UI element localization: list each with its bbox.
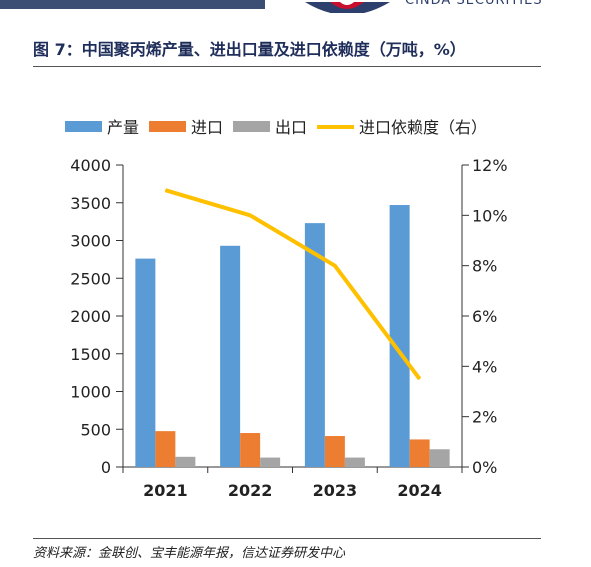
chart-legend: 产量 进口 出口 进口依赖度（右） — [65, 118, 487, 137]
x-axis-tick-label: 2021 — [143, 481, 188, 500]
logo-text: CINDA SECURITIES — [405, 0, 543, 8]
bar-出口-2023 — [344, 457, 365, 467]
legend-label-进口: 进口 — [191, 118, 223, 137]
source-divider — [33, 538, 541, 539]
y-axis-tick-label: 500 — [80, 420, 111, 439]
chart: 产量 进口 出口 进口依赖度（右） 0 500 1000 1500 2000 2500 3000 3… — [0, 100, 591, 510]
line-series-dependency — [164, 188, 422, 381]
line-point-2024 — [419, 378, 421, 380]
bar-产量-2024 — [389, 205, 410, 467]
legend-swatch-出口 — [233, 121, 271, 132]
y-axis-tick-label: 1500 — [70, 345, 111, 364]
figure-title: 图 7：中国聚丙烯产量、进出口量及进口依赖度（万吨，%） — [33, 40, 466, 59]
bar-产量-2021 — [135, 258, 156, 467]
legend-swatch-进口 — [149, 121, 187, 132]
y-axis-tick-label: 2000 — [70, 307, 111, 326]
y2-axis-tick-label: 0% — [472, 458, 497, 477]
bar-进口-2023 — [324, 436, 345, 467]
bar-进口-2021 — [155, 431, 176, 467]
y-axis-tick-label: 1000 — [70, 383, 111, 402]
bar-出口-2021 — [175, 456, 196, 467]
title-divider — [33, 66, 541, 67]
source-note: 资料来源：金联创、宝丰能源年报，信达证券研发中心 — [33, 546, 346, 561]
y2-axis-tick-label: 6% — [472, 307, 497, 326]
bar-进口-2024 — [409, 439, 430, 467]
legend-label-产量: 产量 — [107, 118, 139, 137]
y-axis-tick-label: 4000 — [70, 156, 111, 175]
chart-canvas: 产量 进口 出口 进口依赖度（右） 0 500 1000 1500 2000 2500 3000 3… — [65, 118, 508, 500]
x-axis-tick-label: 2023 — [313, 481, 358, 500]
company-logo — [300, 0, 395, 13]
y2-axis-tick-label: 2% — [472, 408, 497, 427]
bar-产量-2022 — [220, 245, 241, 467]
header-accent-bar — [0, 0, 265, 9]
x-axis-tick-label: 2022 — [228, 481, 273, 500]
bar-产量-2023 — [304, 223, 325, 467]
bar-进口-2022 — [240, 433, 261, 467]
line-point-2021 — [164, 189, 166, 191]
y-axis-tick-label: 3500 — [70, 194, 111, 213]
y2-axis-tick-label: 4% — [472, 357, 497, 376]
y-axis-tick-label: 2500 — [70, 269, 111, 288]
y2-axis-tick-label: 10% — [472, 206, 508, 225]
chart-line — [164, 188, 422, 381]
legend-swatch-产量 — [65, 121, 102, 132]
chart-bars — [135, 205, 450, 467]
y-axis-tick-label: 3000 — [70, 232, 111, 251]
line-point-2023 — [334, 265, 336, 267]
y2-axis-tick-label: 12% — [472, 156, 508, 175]
y-axis-tick-label: 0 — [101, 458, 111, 477]
bar-出口-2024 — [429, 449, 450, 467]
chart-axes: 0 500 1000 1500 2000 2500 3000 3500 4000 0% 2% 4% 6%… — [70, 156, 507, 500]
line-point-2022 — [249, 214, 251, 216]
legend-label-出口: 出口 — [275, 118, 307, 137]
bar-出口-2022 — [260, 457, 281, 467]
y2-axis-tick-label: 8% — [472, 257, 497, 276]
x-axis-tick-label: 2024 — [397, 481, 442, 500]
legend-label-进口依赖度（右）: 进口依赖度（右） — [359, 118, 487, 137]
